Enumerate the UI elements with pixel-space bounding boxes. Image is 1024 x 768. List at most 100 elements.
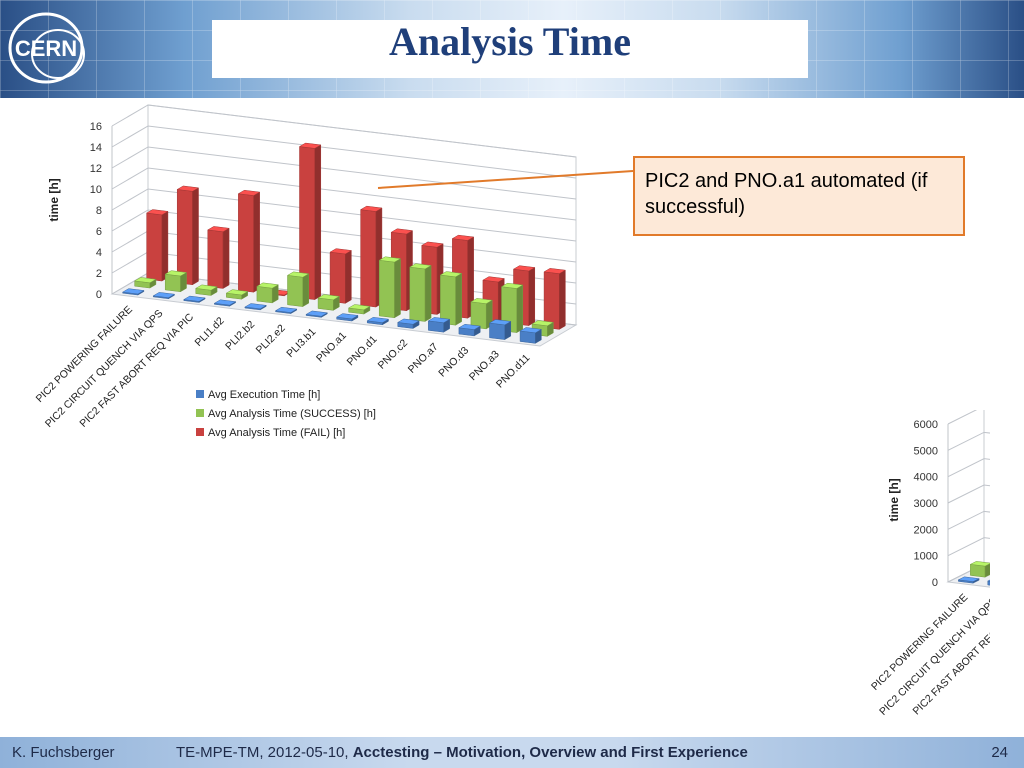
bar-top-face — [317, 294, 341, 301]
bar-front-face — [317, 297, 334, 311]
bar-side-face — [161, 210, 169, 282]
bar-1-2-2 — [207, 226, 230, 289]
category-label: PLI3.b1 — [284, 326, 318, 360]
bar-2-0-1 — [986, 579, 990, 586]
bar-top-face — [207, 226, 230, 233]
bar-1-1-4 — [256, 282, 279, 304]
footer-bar: K. Fuchsberger TE-MPE-TM, 2012-05-10, Ac… — [0, 737, 1024, 768]
bar-1-0-6 — [305, 310, 329, 318]
gridline — [947, 510, 990, 530]
bar-front-face — [470, 301, 487, 330]
footer-event-title: Acctesting – Motivation, Overview and Fi… — [352, 744, 748, 761]
bar-1-0-12 — [488, 319, 512, 341]
bar-front-face — [543, 271, 560, 330]
bar-1-2-3 — [237, 189, 261, 293]
bar-side-face — [424, 265, 432, 322]
bar-front-face — [360, 209, 377, 308]
bar-top-face — [451, 234, 475, 241]
page-number: 24 — [991, 744, 1008, 761]
bar-top-face — [335, 313, 359, 320]
bar-top-face — [237, 189, 261, 196]
gridline — [111, 167, 577, 221]
y-tick-label: 0 — [932, 577, 938, 589]
bar-top-face — [519, 327, 543, 334]
bar-top-face — [427, 317, 451, 323]
gridline — [947, 410, 978, 425]
bar-side-face — [345, 250, 352, 304]
bar-top-face — [366, 317, 390, 323]
bar-1-2-5 — [298, 142, 322, 301]
category-label: PLI2.b2 — [223, 318, 257, 352]
bar-top-face — [390, 228, 414, 235]
bar-1-1-2 — [195, 284, 218, 296]
bar-front-face — [440, 274, 456, 326]
bar-front-face — [164, 273, 181, 293]
bar-1-0-10 — [427, 317, 451, 333]
bar-side-face — [192, 187, 199, 286]
bar-top-face — [121, 288, 145, 295]
bar-top-face — [225, 289, 249, 296]
gridline — [111, 188, 577, 242]
footer-event: TE-MPE-TM, 2012-05-10, Acctesting – Moti… — [176, 744, 748, 761]
bar-1-1-7 — [347, 304, 371, 315]
bar-top-face — [488, 319, 512, 326]
legend-label: Avg Analysis Time (FAIL) [h] — [208, 427, 345, 439]
bar-top-face — [183, 295, 206, 302]
page-title: Analysis Time — [389, 19, 631, 64]
y-tick-label: 2 — [96, 268, 102, 280]
bar-1-0-0 — [121, 288, 145, 296]
bar-1-0-7 — [335, 313, 359, 322]
y-tick-label: 12 — [90, 163, 102, 175]
bar-1-0-3 — [213, 299, 237, 307]
bar-1-0-4 — [244, 303, 267, 311]
bar-top-face — [397, 318, 420, 325]
bar-1-0-13 — [519, 327, 543, 344]
legend-swatch — [196, 428, 204, 436]
bar-1-0-5 — [274, 306, 298, 315]
bar-side-face — [559, 269, 566, 330]
bar-top-face — [164, 270, 188, 277]
gridline — [947, 484, 990, 504]
category-label: PNO.c2 — [376, 337, 411, 372]
y-tick-label: 10 — [90, 184, 102, 196]
y-tick-label: 8 — [96, 205, 102, 217]
gridline — [947, 537, 990, 557]
gridline — [111, 125, 577, 179]
bar-1-0-1 — [152, 292, 176, 300]
y-tick-label: 14 — [90, 142, 102, 154]
bar-top-face — [543, 268, 567, 274]
bar-side-face — [516, 284, 524, 334]
bar-front-face — [256, 286, 273, 304]
bar-1-1-9 — [409, 263, 432, 322]
bar-1-2-1 — [176, 185, 200, 286]
bar-front-face — [489, 322, 506, 340]
bar-top-face — [176, 185, 200, 192]
y-tick-label: 6 — [96, 226, 102, 238]
y-tick-label: 0 — [96, 289, 102, 301]
bar-top-face — [286, 271, 310, 278]
y-tick-label: 6000 — [914, 419, 938, 431]
bar-top-face — [244, 303, 267, 310]
bar-top-face — [195, 284, 218, 291]
bar-1-2-6 — [329, 248, 353, 304]
bar-1-1-3 — [225, 289, 249, 300]
y-tick-label: 5000 — [914, 445, 938, 457]
bar-1-2-7 — [359, 205, 383, 308]
bar-side-face — [528, 267, 536, 327]
callout-box: PIC2 and PNO.a1 automated (if successful… — [633, 156, 965, 236]
bar-top-face — [305, 310, 329, 317]
legend-label: Avg Analysis Time (SUCCESS) [h] — [208, 408, 376, 420]
bar-top-face — [986, 579, 990, 582]
header-banner: CERN Analysis Time — [0, 0, 1024, 98]
bar-top-face — [347, 304, 371, 311]
bar-1-0-11 — [458, 323, 481, 337]
bar-top-face — [359, 205, 383, 212]
bar-side-face — [253, 191, 260, 293]
bar-top-face — [298, 142, 322, 149]
bar-top-face — [969, 561, 990, 567]
bar-1-1-5 — [286, 271, 310, 308]
bar-front-face — [176, 189, 193, 286]
y-axis-label: time [h] — [887, 478, 901, 521]
bar-top-face — [133, 277, 157, 284]
